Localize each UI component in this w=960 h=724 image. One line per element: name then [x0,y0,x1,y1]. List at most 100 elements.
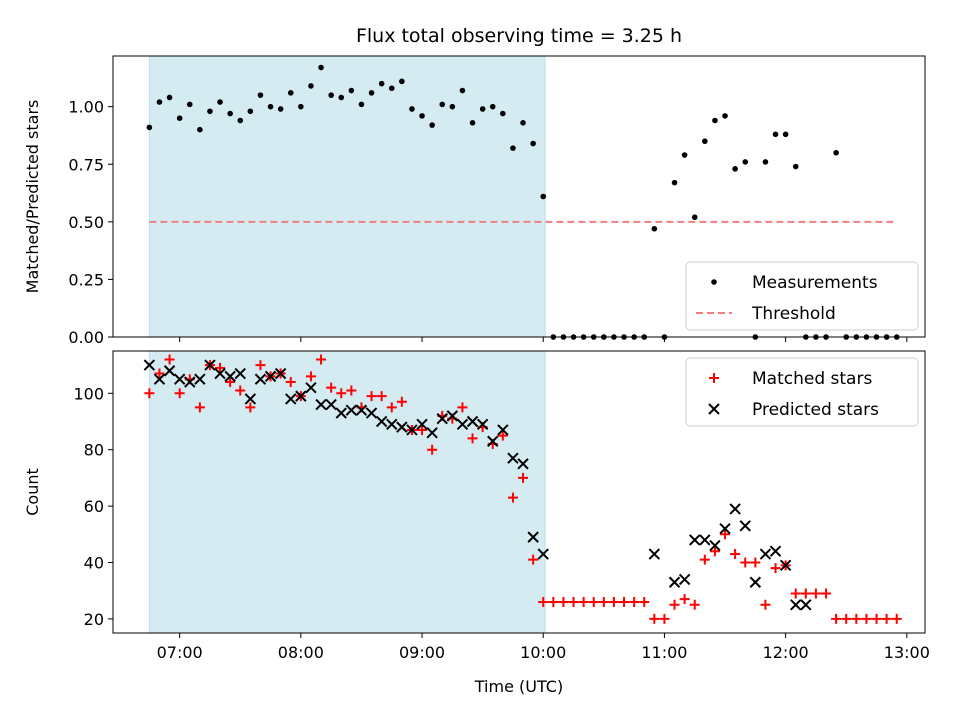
axes-frame [112,55,926,338]
measurement-point [146,124,153,131]
matched-stars-point [538,596,549,607]
measurement-point [348,87,355,94]
measurement-point [368,90,375,96]
matched-stars-point [154,368,165,379]
matched-stars-point [760,599,771,610]
measurement-point [722,113,728,119]
legend-box [685,261,919,331]
matched-stars-point [417,424,428,435]
matched-stars-point [548,596,559,607]
measurement-point [338,94,345,101]
predicted-stars-point [456,418,469,431]
matched-stars-point [699,554,710,565]
matched-stars-point [649,613,660,624]
predicted-stars-point [699,534,711,546]
measurement-point [358,101,365,108]
matched-stars-point [346,385,357,396]
measurement-point [782,131,789,138]
matched-stars-point [305,371,316,382]
legend: Measurements Threshold [685,261,919,331]
predicted-stars-point [285,393,297,405]
measurement-point [500,110,506,117]
predicted-stars-point [517,458,529,470]
measurement-point [186,101,193,108]
predicted-stars-point [689,534,701,546]
predicted-stars-point [244,393,257,405]
predicted-stars-point [345,404,358,416]
matched-stars-point [679,594,690,605]
axes-frame [112,350,926,634]
predicted-stars-point [527,531,539,543]
matched-stars-point [800,588,811,599]
measurement-point [227,110,233,117]
matched-stars-point [144,388,155,399]
matched-stars-point [588,596,599,607]
measurement-point [378,80,385,87]
predicted-stars-point [648,548,661,560]
measurement-point [702,138,708,145]
matched-stars-point [255,360,266,371]
matched-stars-point [518,472,529,483]
matched-stars-point [831,613,842,624]
measurement-point [308,83,314,89]
matched-stars-point [669,599,680,610]
predicted-stars-point [729,503,741,515]
matched-stars-point [709,546,720,557]
legend-marker-dot [711,279,717,285]
matched-stars-point [790,588,801,599]
y-tick-label: 0.00 [68,328,104,347]
measurement-point [772,131,779,138]
y-tick-label: 0.75 [68,155,104,174]
matched-stars-point [528,554,539,565]
measurement-point [388,85,395,92]
matched-stars-point [730,549,741,560]
predicted-stars-point [497,424,509,436]
measurement-point [257,92,264,98]
matched-stars-point [629,596,640,607]
chart-title: Flux total observing time = 3.25 h [356,25,682,47]
x-axis-label: Time (UTC) [474,677,563,696]
predicted-stars-point [234,367,246,380]
matched-stars-point [427,444,438,455]
predicted-stars-point [709,539,721,552]
predicted-stars-point [335,407,347,419]
matched-stars-point [639,596,650,607]
y-tick-label: 100 [73,384,104,403]
measurement-point [671,179,678,186]
predicted-stars-point [668,576,681,588]
predicted-stars-point [416,418,428,431]
predicted-stars-point [143,359,156,371]
matched-stars-point [851,613,862,624]
measurement-point [217,99,223,105]
measurement-point [712,117,718,124]
measurement-point [833,149,839,156]
measurement-point [530,140,536,147]
predicted-stars-point [749,576,762,588]
measurement-point [318,64,324,71]
predicted-stars-point [466,415,479,428]
legend: Matched stars Predicted stars [685,357,919,427]
measurement-point [449,103,456,110]
matched-stars-point [174,388,185,399]
matched-stars-point [891,613,902,624]
measurement-point [742,159,749,165]
matched-stars-point [245,402,256,413]
y-tick-label: 80 [84,441,104,460]
predicted-stars-point [779,559,792,572]
measurement-point [459,87,466,94]
matched-stars-point [568,596,579,607]
predicted-stars-point [375,415,388,428]
matched-stars-point [316,354,327,365]
measurement-point [277,106,284,112]
measurement-point [540,193,547,200]
predicted-stars-point [436,412,448,425]
measurement-point [732,166,738,172]
measurement-point [176,115,183,121]
matched-stars-point [215,362,226,373]
legend-marker-x [708,403,720,415]
panel-bottom: 20 40 60 80 100 07:00 08:00 09:00 10:00 11:00 12:0… [23,350,930,696]
predicted-stars-point [274,367,287,380]
matched-stars-point [750,557,761,568]
predicted-stars-point [476,418,489,431]
